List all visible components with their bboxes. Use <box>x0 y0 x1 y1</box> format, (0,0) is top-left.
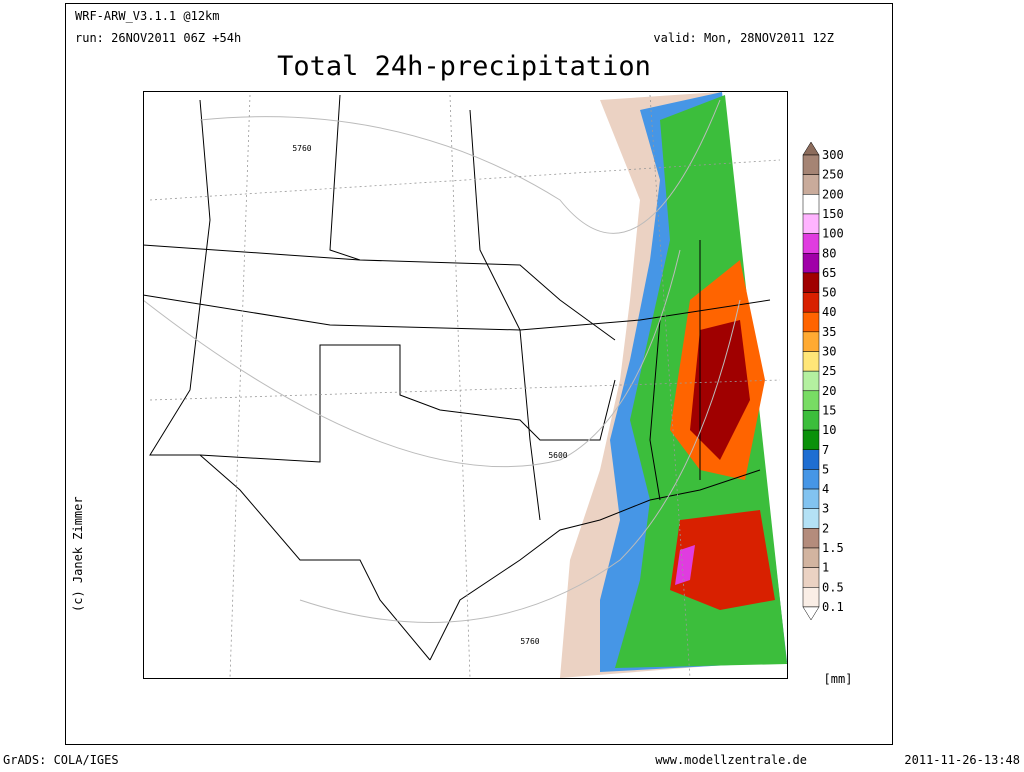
colorbar-label: 4 <box>822 482 829 496</box>
colorbar-box <box>802 272 820 293</box>
colorbar-box <box>802 154 820 175</box>
colorbar-label: 15 <box>822 403 836 417</box>
colorbar-arrow <box>802 141 820 156</box>
colorbar-box <box>802 429 820 451</box>
model-label: WRF-ARW_V3.1.1 @12km <box>75 9 220 23</box>
colorbar-label: 40 <box>822 305 836 319</box>
precip-magenta <box>675 545 695 585</box>
colorbar-box <box>802 567 820 588</box>
colorbar-label: 25 <box>822 364 836 378</box>
colorbar-box <box>802 449 820 470</box>
colorbar-box <box>802 508 820 529</box>
colorbar-label: 30 <box>822 345 836 359</box>
coast <box>429 469 761 661</box>
colorbar-label: 0.1 <box>822 600 844 614</box>
colorbar-box <box>802 528 820 549</box>
contour-label: 5760 <box>292 144 311 153</box>
state-border <box>149 99 616 463</box>
country-border <box>199 454 431 661</box>
map-frame <box>143 91 788 679</box>
colorbar-label: 100 <box>822 227 844 241</box>
colorbar-label: 50 <box>822 286 836 300</box>
run-label: run: 26NOV2011 06Z +54h <box>75 31 241 45</box>
graticule <box>149 94 781 679</box>
colorbar-label: 0.5 <box>822 580 844 594</box>
colorbar-label: 35 <box>822 325 836 339</box>
colorbar-box <box>802 194 820 215</box>
colorbar-box <box>802 174 820 195</box>
colorbar-label: 5 <box>822 462 829 476</box>
colorbar-box <box>802 410 820 431</box>
colorbar-label: 20 <box>822 384 836 398</box>
colorbar-box <box>802 370 820 392</box>
colorbar-label: 3 <box>822 502 829 516</box>
colorbar-label: 2 <box>822 521 829 535</box>
valid-label: valid: Mon, 28NOV2011 12Z <box>653 31 834 45</box>
colorbar-box <box>802 587 820 608</box>
state-border <box>649 319 661 501</box>
colorbar-label: 80 <box>822 246 836 260</box>
author: (c) Janek Zimmer <box>71 496 85 612</box>
precip-red-south <box>670 510 775 610</box>
contour-label: 5600 <box>548 451 567 460</box>
unit-label: [mm] <box>824 672 853 686</box>
frame <box>65 3 893 745</box>
colorbar-label: 200 <box>822 187 844 201</box>
colorbar-box <box>802 390 820 411</box>
colorbar-box <box>802 547 820 568</box>
colorbar-box <box>802 351 820 372</box>
colorbar-label: 1.5 <box>822 541 844 555</box>
contour-label: 5760 <box>520 637 539 646</box>
colorbar-box <box>802 213 820 234</box>
colorbar-box <box>802 311 820 333</box>
precip-red <box>690 320 750 460</box>
colorbar-box <box>802 469 820 490</box>
colorbar-label: 300 <box>822 148 844 162</box>
colorbar-label: 7 <box>822 443 829 457</box>
colorbar-box <box>802 233 820 254</box>
colorbar-label: 65 <box>822 266 836 280</box>
colorbar-arrow <box>802 606 820 621</box>
height-contour <box>299 299 741 623</box>
height-contour <box>142 249 681 468</box>
state-border <box>142 244 616 341</box>
map: 5760 5600 5760 <box>142 91 788 679</box>
colorbar-label: 250 <box>822 168 844 182</box>
colorbar: 300 250 200 150 100 80 65 50 40 35 30 25 20 15 10 7 5 4 3 2… <box>802 141 844 621</box>
state-border <box>329 94 361 261</box>
colorbar-box <box>802 331 820 352</box>
website: www.modellzentrale.de <box>655 753 807 767</box>
colorbar-label: 150 <box>822 207 844 221</box>
colorbar-label: 10 <box>822 423 836 437</box>
title: Total 24h-precipitation <box>277 51 651 82</box>
colorbar-box <box>802 488 820 509</box>
colorbar-box <box>802 253 820 274</box>
colorbar-label: 1 <box>822 561 829 575</box>
timestamp: 2011-11-26-13:48 <box>904 753 1020 767</box>
height-contour <box>199 99 721 234</box>
colorbar-box <box>802 292 820 313</box>
state-border <box>469 109 541 521</box>
software: GrADS: COLA/IGES <box>3 753 119 767</box>
